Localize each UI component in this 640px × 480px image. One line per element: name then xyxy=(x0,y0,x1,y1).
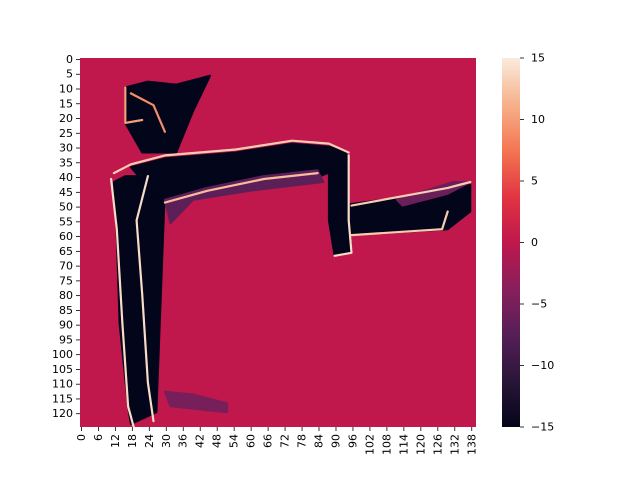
heatmap-edge-7 xyxy=(124,86,144,125)
x-tick-label: 120 xyxy=(414,434,427,455)
heatmap-edge-0 xyxy=(109,177,135,427)
heatmap-region-5 xyxy=(163,169,325,225)
heatmap-region-4 xyxy=(124,74,212,154)
heatmap-edge-strokes xyxy=(109,86,472,427)
x-tick-label: 96 xyxy=(346,434,359,448)
y-tick-label: 105 xyxy=(52,363,73,376)
colorbar-tick-label: 0 xyxy=(531,236,538,249)
colorbar-tick-label: −5 xyxy=(531,298,547,311)
heatmap-edge-5 xyxy=(350,180,472,207)
heatmap-edge-2 xyxy=(112,139,350,175)
colorbar: 15 10 5 0 −5 −10 −15 xyxy=(502,52,554,434)
x-tick-label: 6 xyxy=(92,434,105,441)
x-tick-label: 12 xyxy=(109,434,122,448)
y-tick-label: 45 xyxy=(59,186,73,199)
x-tick-label: 132 xyxy=(448,434,461,455)
y-tick-label: 0 xyxy=(66,53,73,66)
colorbar-tick-label: −10 xyxy=(531,359,554,372)
x-tick-label: 90 xyxy=(329,434,342,448)
y-tick-label: 65 xyxy=(59,245,73,258)
x-tick-label: 54 xyxy=(228,434,241,448)
y-tick-label: 40 xyxy=(59,171,73,184)
x-tick-label: 84 xyxy=(313,434,326,448)
heatmap-edge-4 xyxy=(333,154,353,257)
heatmap-region-7 xyxy=(163,390,229,414)
heatmap-edge-8 xyxy=(129,92,166,133)
x-tick-label: 114 xyxy=(397,434,410,455)
y-tick-label: 115 xyxy=(52,392,73,405)
heatmap-region-0 xyxy=(112,175,166,425)
x-tick-label: 138 xyxy=(465,434,478,455)
y-tick-label: 15 xyxy=(59,97,73,110)
x-tick-label: 72 xyxy=(279,434,292,448)
heatmap-plot-area xyxy=(80,58,476,427)
y-tick-label: 30 xyxy=(59,142,73,155)
colorbar-tick-label: 15 xyxy=(531,52,545,65)
y-tick-label: 55 xyxy=(59,215,73,228)
y-tick-label: 75 xyxy=(59,274,73,287)
y-tick-label: 20 xyxy=(59,112,73,125)
y-tick-label: 120 xyxy=(52,407,73,420)
colorbar-ticks: 15 10 5 0 −5 −10 −15 xyxy=(520,52,554,434)
x-tick-label: 66 xyxy=(262,434,275,448)
y-tick-label: 5 xyxy=(66,68,73,81)
y-tick-label: 35 xyxy=(59,156,73,169)
colorbar-gradient xyxy=(502,58,520,427)
x-tick-label: 24 xyxy=(143,434,156,448)
x-tick-label: 108 xyxy=(380,434,393,455)
x-tick-label: 30 xyxy=(160,434,173,448)
y-tick-label: 25 xyxy=(59,127,73,140)
y-axis: 0510152025303540455055606570758085909510… xyxy=(52,53,80,420)
heatmap-edge-6 xyxy=(350,210,449,237)
x-tick-label: 102 xyxy=(363,434,376,455)
x-tick-label: 78 xyxy=(296,434,309,448)
x-axis: 0 6 12 18 24 30 36 42 48 54 60 66 72 78 84 90 96 102 108 11… xyxy=(75,427,478,455)
y-tick-label: 110 xyxy=(52,378,73,391)
colorbar-tick-label: 5 xyxy=(531,175,538,188)
y-tick-label: 60 xyxy=(59,230,73,243)
y-tick-label: 10 xyxy=(59,82,73,95)
y-tick-label: 80 xyxy=(59,289,73,302)
x-tick-label: 36 xyxy=(177,434,190,448)
y-tick-label: 100 xyxy=(52,348,73,361)
colorbar-tick-label: 10 xyxy=(531,113,545,126)
x-tick-label: 0 xyxy=(75,434,88,441)
heatmap-edge-3 xyxy=(163,172,319,204)
heatmap-edge-1 xyxy=(135,175,155,423)
y-tick-label: 70 xyxy=(59,260,73,273)
y-tick-label: 85 xyxy=(59,304,73,317)
y-tick-label: 90 xyxy=(59,319,73,332)
heatmap-regions xyxy=(112,74,472,425)
x-tick-label: 48 xyxy=(211,434,224,448)
x-tick-label: 60 xyxy=(245,434,258,448)
x-tick-label: 126 xyxy=(431,434,444,455)
colorbar-tick-label: −15 xyxy=(531,421,554,434)
y-tick-label: 50 xyxy=(59,201,73,214)
y-tick-label: 95 xyxy=(59,333,73,346)
x-tick-label: 18 xyxy=(126,434,139,448)
x-tick-label: 42 xyxy=(194,434,207,448)
